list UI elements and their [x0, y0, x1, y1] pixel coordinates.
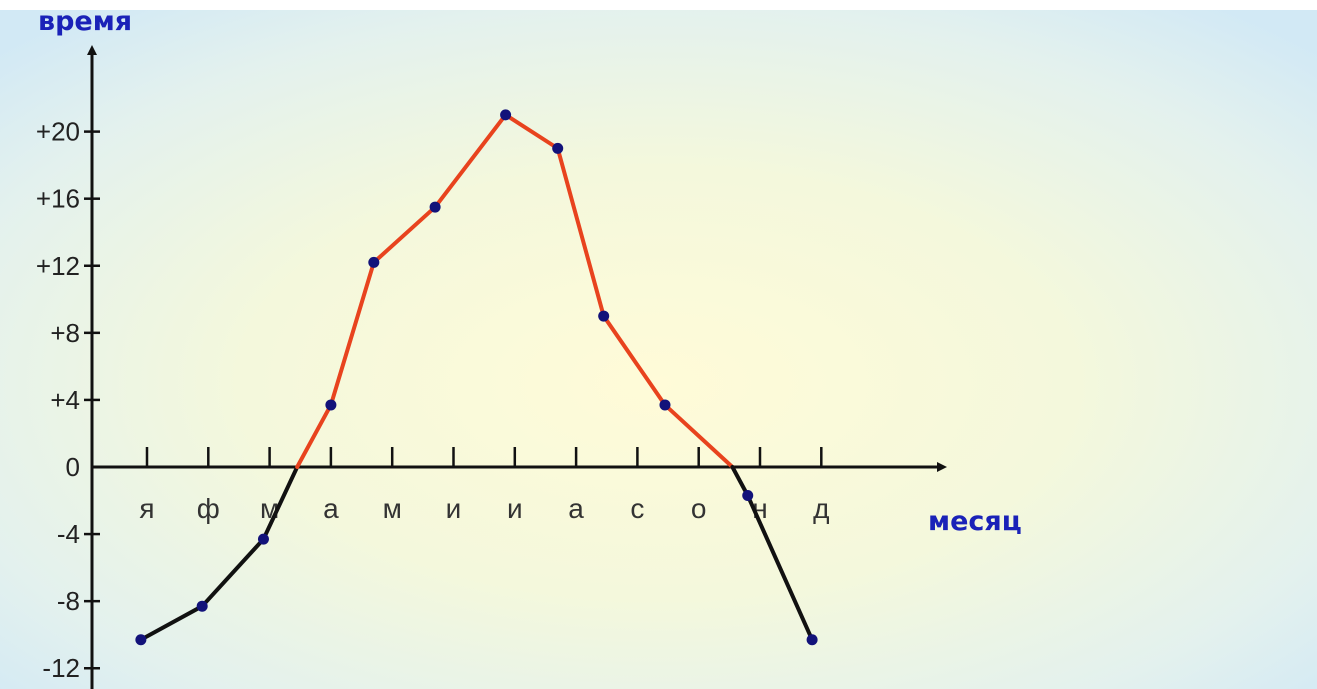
- x-tick-label: д: [813, 493, 829, 524]
- x-tick-label: о: [691, 493, 707, 524]
- y-tick-label: +12: [36, 251, 80, 281]
- data-point: [135, 634, 147, 646]
- series-segment: [328, 260, 376, 407]
- series-segment: [601, 314, 667, 407]
- series-segment: [555, 146, 606, 319]
- data-point: [429, 201, 441, 213]
- data-point: [806, 634, 818, 646]
- y-tick-label: 0: [66, 452, 80, 482]
- y-tick-label: -4: [57, 519, 80, 549]
- series-segment: [200, 537, 266, 609]
- x-tick-label: и: [507, 493, 523, 524]
- y-tick-label: -8: [57, 586, 80, 616]
- data-point: [325, 399, 337, 411]
- data-point: [368, 256, 380, 268]
- series-segment: [371, 205, 438, 265]
- series-segment: [261, 465, 300, 542]
- data-point: [500, 109, 512, 121]
- y-tick-label: +4: [50, 385, 80, 415]
- x-axis-title: месяц: [928, 506, 1022, 537]
- series-segment: [662, 402, 735, 469]
- data-point: [196, 600, 208, 612]
- y-axis-title: время: [38, 6, 132, 37]
- x-tick-label: я: [139, 493, 154, 524]
- y-tick-label: +20: [36, 117, 80, 147]
- x-tick-label: ф: [197, 493, 220, 524]
- data-points: [135, 109, 818, 646]
- x-tick-label: м: [383, 493, 402, 524]
- series-segment: [503, 112, 560, 151]
- series-segment: [433, 112, 508, 210]
- axes: [87, 45, 947, 689]
- series-segment: [138, 604, 205, 642]
- x-tick-label: с: [630, 493, 644, 524]
- x-tick-label: а: [323, 493, 339, 524]
- x-tick-label: и: [446, 493, 462, 524]
- y-tick-label: +16: [36, 184, 80, 214]
- data-point: [598, 310, 610, 322]
- data-point: [659, 399, 671, 411]
- chart-background: [0, 10, 1317, 689]
- data-point: [742, 490, 754, 502]
- y-ticks: -12 -8 -4 0 +4 +8 +12 +16 +20: [36, 117, 100, 683]
- data-point: [552, 142, 564, 154]
- series-segment: [295, 402, 333, 469]
- y-tick-label: -12: [42, 653, 80, 683]
- x-tick-label: а: [568, 493, 584, 524]
- series-segment: [745, 493, 815, 642]
- data-point: [257, 533, 269, 545]
- y-tick-label: +8: [50, 318, 80, 348]
